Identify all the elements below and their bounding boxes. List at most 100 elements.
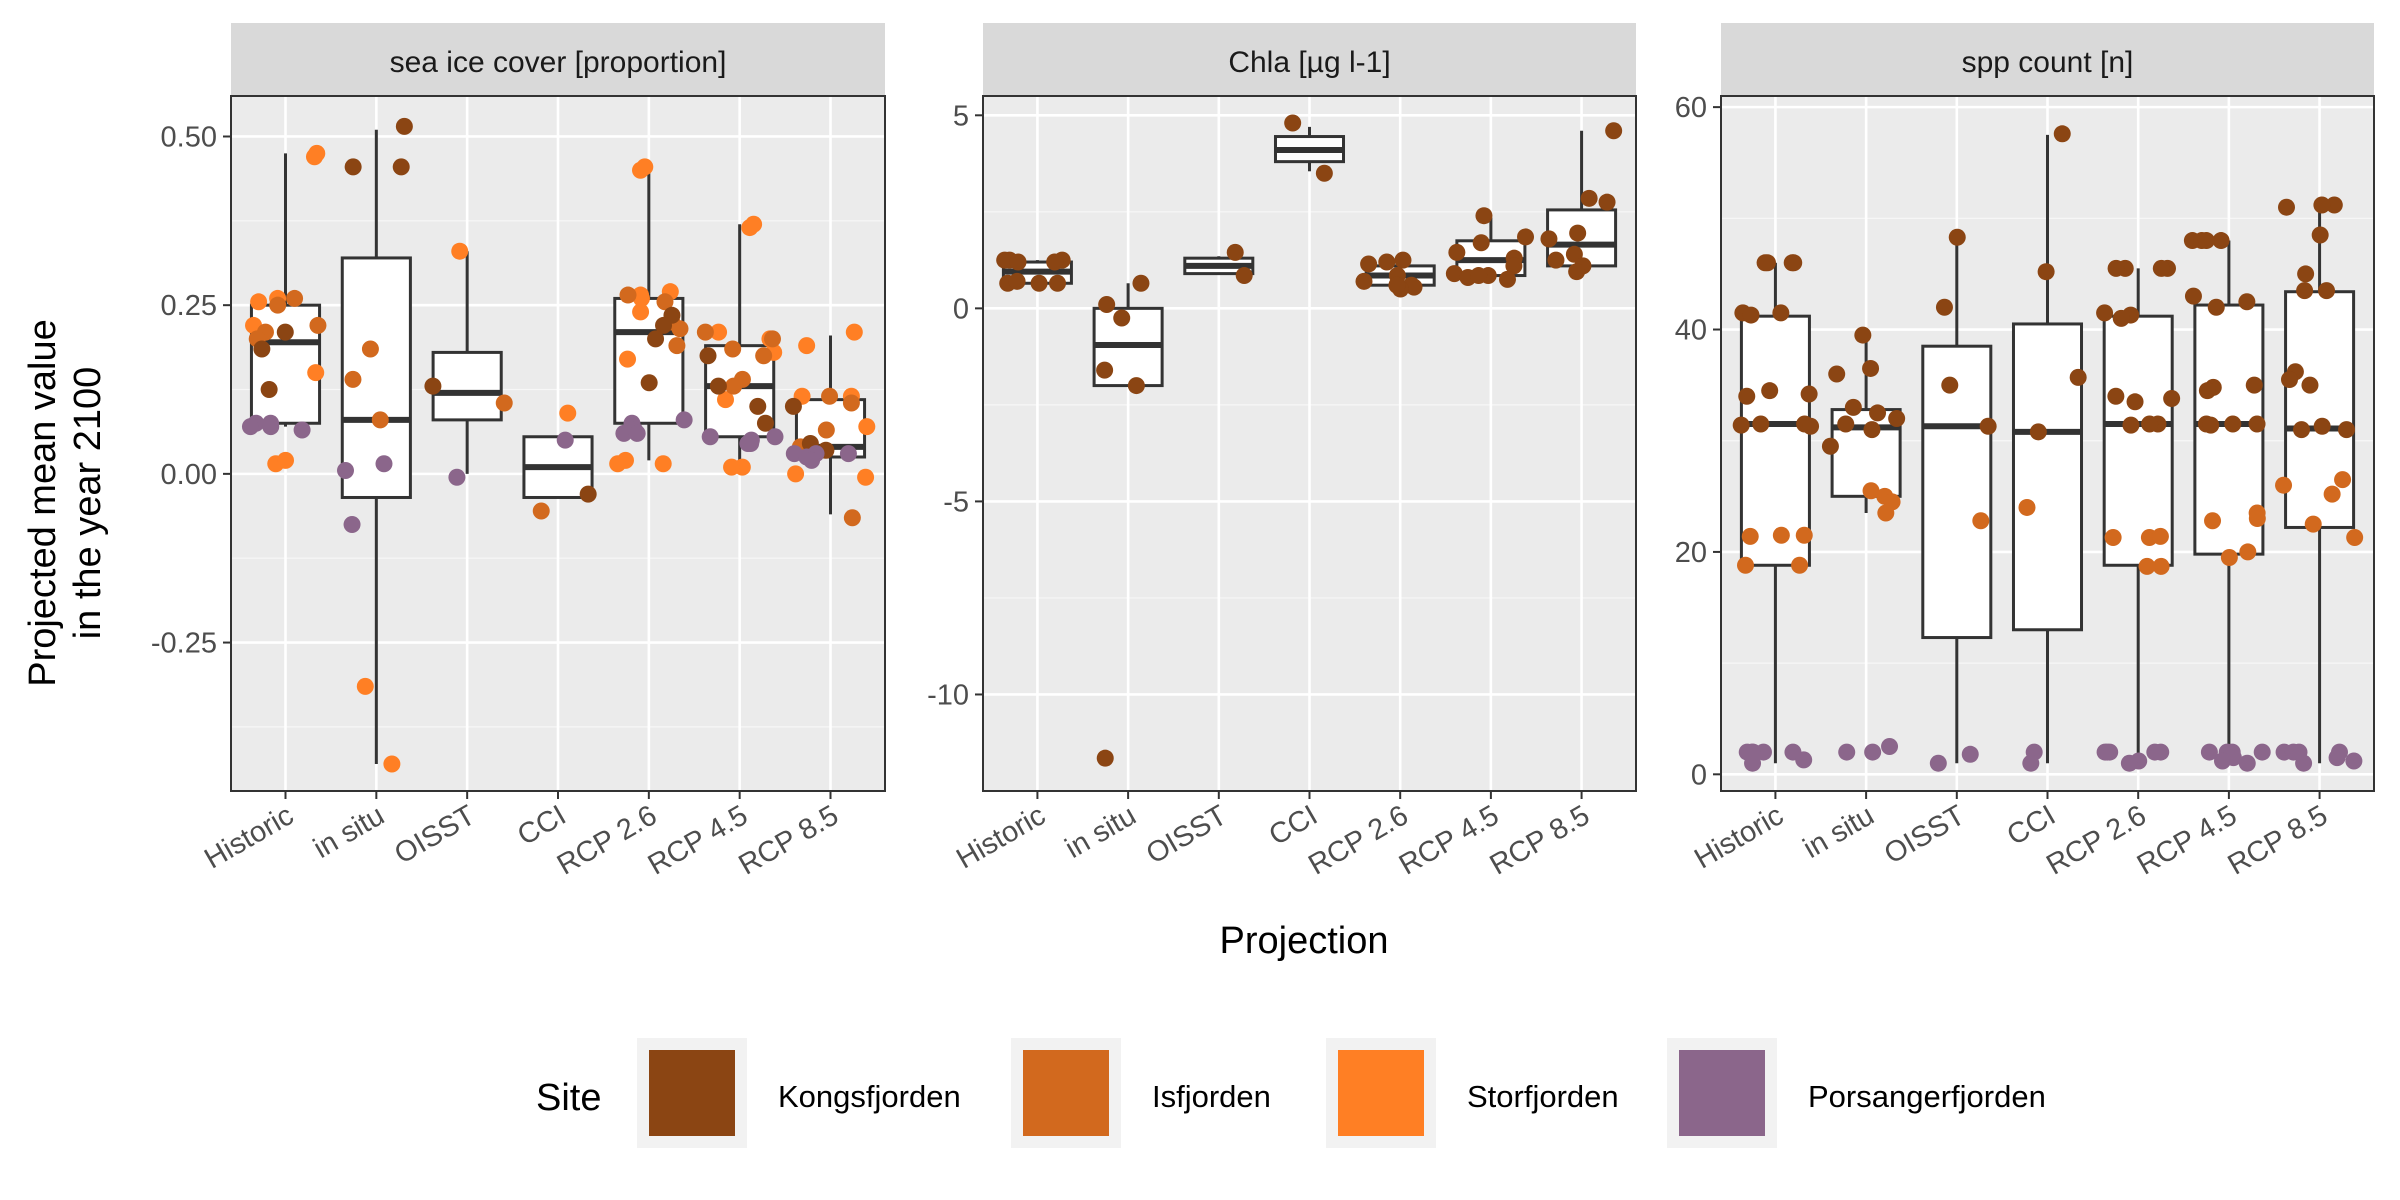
x-tick-label: Historic [1689,799,1789,875]
box-body [1739,314,1811,567]
data-point-porsangerfjorden [1795,751,1813,769]
data-point-porsangerfjorden [739,435,757,452]
legend-title: Site [536,1077,601,1119]
data-point-isfjorden [2275,476,2293,494]
data-point-kongsfjorden [1394,251,1412,269]
data-point-porsangerfjorden [701,428,719,446]
data-point-storfjorden [654,455,672,473]
data-point-kongsfjorden [996,251,1014,269]
data-point-kongsfjorden [1821,437,1839,455]
y-tick-label: 0 [953,293,969,325]
x-axis-title: Projection [1220,920,1389,962]
data-point-kongsfjorden [1547,251,1565,269]
data-point-isfjorden [1795,526,1813,544]
data-point-kongsfjorden [2141,415,2159,433]
data-point-isfjorden [1972,512,1990,530]
data-point-isfjorden [724,340,742,358]
data-point-isfjorden [725,377,743,395]
data-point-porsangerfjorden [1929,754,1947,772]
data-point-porsangerfjorden [2328,749,2346,767]
data-point-kongsfjorden [2107,387,2125,405]
data-point-kongsfjorden [1828,365,1846,383]
data-point-porsangerfjorden [839,445,857,463]
data-point-isfjorden [2334,471,2352,489]
y-tick-label: 0.00 [161,459,217,491]
data-point-kongsfjorden [1049,274,1067,292]
data-point-kongsfjorden [1498,270,1516,288]
data-point-kongsfjorden [1315,164,1333,182]
data-point-storfjorden [559,404,577,422]
data-point-kongsfjorden [1098,296,1116,313]
data-point-kongsfjorden [1759,254,1777,272]
data-point-porsangerfjorden [803,451,821,469]
data-point-storfjorden [383,755,401,773]
x-tick-label: CCI [512,799,571,852]
data-point-kongsfjorden [2096,304,2114,322]
data-point-porsangerfjorden [375,455,393,473]
data-point-isfjorden [843,509,861,527]
data-point-kongsfjorden [1979,417,1997,435]
box-body [431,350,503,422]
data-point-isfjorden [2239,543,2257,561]
data-point-kongsfjorden [1802,417,1820,435]
data-point-porsangerfjorden [1838,743,1856,761]
data-point-kongsfjorden [1761,382,1779,400]
data-point-isfjorden [2304,515,2322,533]
data-point-isfjorden [532,502,550,520]
facet-panel-3: spp count [n] 60 40 20 0 Historic in situ OISST… [1675,23,2375,882]
data-point-porsangerfjorden [675,411,693,429]
y-tick-label: 0.50 [161,121,217,153]
data-point-kongsfjorden [2122,416,2140,434]
data-point-isfjorden [2204,512,2222,530]
legend-key-swatch [1679,1050,1765,1136]
data-point-kongsfjorden [1475,207,1493,225]
data-point-porsangerfjorden [766,428,784,446]
data-point-kongsfjorden [1580,189,1598,207]
data-point-porsangerfjorden [2200,743,2218,761]
data-point-kongsfjorden [1888,409,1906,427]
data-point-porsangerfjorden [262,414,280,432]
y-tick-label: 60 [1675,92,1707,124]
legend-item-porsangerfjorden: Porsangerfjorden [1667,1038,2046,1148]
x-tick-label: Historic [951,799,1051,875]
data-point-isfjorden [286,289,304,307]
data-point-kongsfjorden [2296,282,2314,300]
data-point-kongsfjorden [2301,376,2319,394]
legend-item-storfjorden: Storfjorden [1326,1038,1619,1148]
data-point-storfjorden [308,144,326,162]
data-point-isfjorden [1772,526,1790,544]
data-point-kongsfjorden [2037,263,2055,281]
data-point-porsangerfjorden [448,468,466,486]
legend-item-kongsfjorden: Kongsfjorden [637,1038,961,1148]
data-point-kongsfjorden [2318,282,2336,300]
data-point-kongsfjorden [2069,368,2087,386]
data-point-kongsfjorden [579,485,597,503]
data-point-porsangerfjorden [1864,743,1882,761]
data-point-kongsfjorden [2248,415,2266,433]
data-point-isfjorden [696,323,714,341]
data-point-porsangerfjorden [2238,754,2256,772]
x-tick-label: RCP 4.5 [643,799,753,881]
data-point-kongsfjorden [2163,389,2181,407]
box-body [249,303,322,425]
data-point-porsangerfjorden [1881,738,1899,756]
data-point-kongsfjorden [2198,382,2216,400]
x-tick-label: OISST [1879,799,1971,870]
data-point-kongsfjorden [2293,421,2311,439]
data-point-isfjorden [2346,528,2364,546]
facet-panel-2: Chla [µg l-1] 5 0 -5 -10 Historic in situ OISST… [927,23,1637,882]
data-point-kongsfjorden [2029,423,2047,441]
data-point-kongsfjorden [2224,415,2242,433]
box-cci [1273,126,1346,172]
x-tick-label: Historic [199,799,299,875]
data-point-kongsfjorden [2311,226,2329,244]
data-point-isfjorden [2018,498,2036,516]
data-point-kongsfjorden [1540,230,1558,248]
facet-strip [983,23,1636,96]
data-point-storfjorden [632,303,650,321]
box-body [2011,322,2084,632]
box-oisst [1183,256,1255,276]
data-point-kongsfjorden [1935,298,1953,316]
data-point-kongsfjorden [2184,287,2202,305]
data-point-storfjorden [845,323,863,341]
